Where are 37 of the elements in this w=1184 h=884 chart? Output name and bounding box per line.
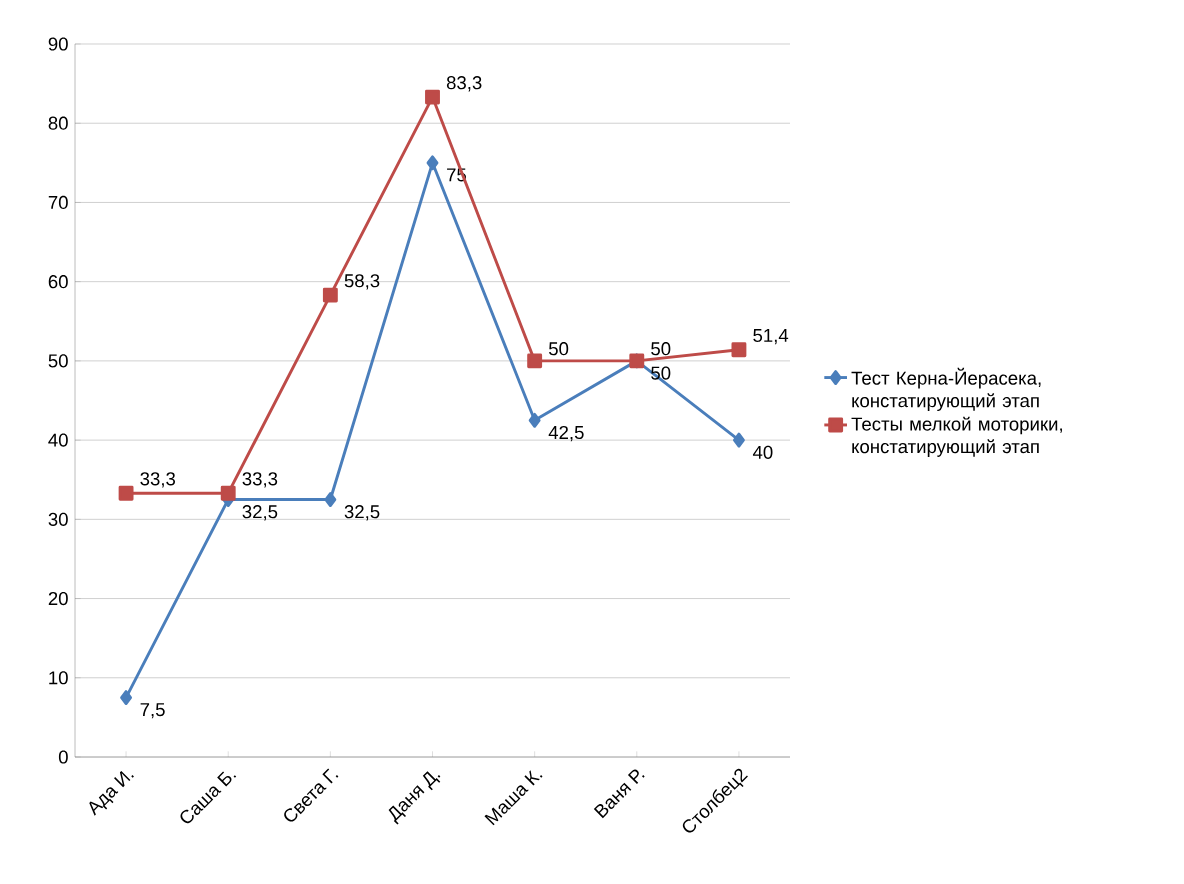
y-tick-label: 20	[48, 591, 68, 606]
y-tick-label: 30	[48, 512, 68, 526]
point	[732, 432, 745, 448]
data-label: 50	[548, 342, 569, 356]
data-label: 7,5	[140, 703, 165, 719]
y-tick-label: 50	[48, 354, 68, 368]
data-label: 51,4	[753, 329, 789, 345]
data-label: 42,5	[548, 425, 584, 442]
point	[220, 485, 236, 501]
x-tick-label: Ада И.	[89, 770, 134, 816]
data-label: 83,3	[446, 76, 482, 92]
point	[120, 690, 133, 706]
point	[324, 492, 337, 507]
point	[118, 485, 134, 501]
data-label: 58,3	[344, 274, 380, 290]
point	[528, 412, 541, 428]
data-label: 40	[752, 445, 773, 459]
y-tick-label: 40	[48, 433, 68, 447]
y-tick-label: 70	[48, 195, 68, 210]
legend-label: Тесты мелкой моторики, констатирующий этап	[851, 416, 1062, 457]
point	[426, 155, 439, 171]
data-label: 32,5	[344, 505, 380, 521]
point	[322, 287, 338, 303]
data-label: 32,5	[242, 505, 278, 521]
data-label: 50	[651, 366, 671, 380]
legend-label: Тест Керна-Йерасека, констатирующий этап	[851, 367, 1041, 411]
y-tick-label: 60	[48, 275, 68, 289]
data-label: 50	[651, 342, 671, 356]
point	[527, 353, 543, 369]
point	[731, 342, 747, 358]
data-label: 33,3	[140, 472, 176, 488]
y-tick-label: 0	[58, 750, 68, 764]
y-tick-label: 10	[49, 671, 68, 685]
y-tick-label: 80	[48, 116, 68, 130]
data-label: 33,3	[242, 472, 278, 488]
y-tick-label: 90	[48, 37, 68, 51]
point	[425, 89, 440, 105]
